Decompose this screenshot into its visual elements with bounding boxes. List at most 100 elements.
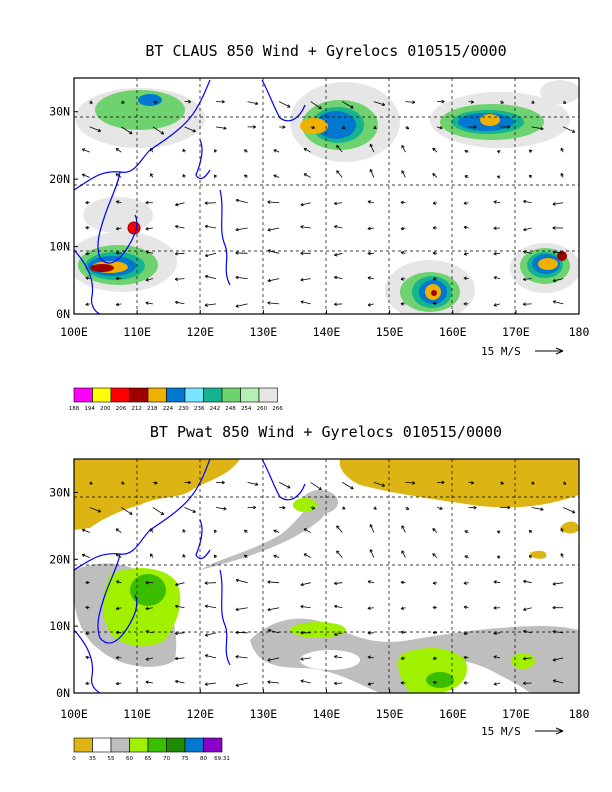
wind-vector [499,481,504,485]
wind-vector [273,529,280,533]
colorbar-label: 218 [147,406,158,412]
wind-vector [496,150,501,154]
wind-vector [184,507,196,513]
wind-vector [182,554,186,558]
wind-vector [174,679,185,684]
wind-vector [336,550,343,558]
wind-vector [401,170,406,178]
wind-vector [300,251,311,256]
wind-vector [89,507,102,513]
wind-vector [115,200,122,204]
wind-vector [405,506,410,510]
pwat-low-gold [74,459,579,559]
wind-vector [174,631,185,636]
wind-vector [464,175,469,179]
wind-vector [405,100,416,104]
wind-vector [367,580,374,584]
wind-vector [552,202,564,206]
wind-vector [400,200,406,205]
wind-vector [121,481,125,485]
colorbar-swatch [73,387,93,403]
wind-vectors-2 [81,480,576,687]
wind-vector [522,681,532,685]
x-tick-label: 110E [123,325,151,339]
wind-vector [432,630,437,635]
wind-vector [523,199,532,204]
wind-vector [342,101,354,109]
wind-vector [81,553,90,558]
wind-vector [563,126,576,133]
wind-vector [405,126,410,130]
wind-vector [496,530,501,534]
vector-reference-label-2: 15 M/S [481,725,521,738]
wind-vector [493,303,501,307]
y-ticks-1: 0N 10N 20N 30N [49,105,78,321]
y-ticks-2: 0N 10N 20N 30N [49,485,78,700]
wind-vector [432,553,438,558]
vector-reference-arrow-2 [535,727,564,735]
colorbar-label: 70 [163,756,170,762]
wind-vector [464,149,469,154]
wind-vector [432,251,437,255]
wind-vector [85,605,90,610]
wind-vector [552,629,564,634]
wind-vector [552,605,564,610]
wind-vector [204,604,217,609]
wind-vector [523,227,532,232]
colorbar-label: 224 [163,406,174,412]
wind-vector [367,631,374,635]
colorbar-swatch [184,737,204,753]
wind-vector [468,125,477,129]
y-tick-label: 10N [49,240,70,254]
colorbar-swatch [166,387,186,403]
wind-vector [267,249,280,254]
wind-vector [367,655,374,660]
wind-vector [531,126,544,131]
wind-vector [334,252,343,257]
wind-vector [243,529,248,534]
x-tick-label: 130E [250,325,278,339]
wind-vector [152,126,165,135]
wind-vector [436,99,445,104]
wind-vector [216,480,225,485]
wind-vector [214,529,218,533]
wind-vector [333,302,343,307]
wind-vector [145,657,154,661]
colorbar-swatch [129,737,149,753]
wind-vector [214,554,218,559]
wind-vector [204,274,217,279]
x-tick-label: 100E [60,325,88,339]
y-tick-label: 10N [49,619,70,633]
y-tick-label: 0N [56,307,70,321]
wind-vector [81,173,90,178]
wind-vector [300,277,311,282]
wind-vector [310,125,316,130]
wind-vector [184,480,192,485]
wind-vector [184,126,196,133]
wind-vector [342,125,346,129]
wind-vector [342,506,346,510]
wind-vector [115,302,122,307]
wind-vector [145,278,154,282]
wind-vector [247,482,259,486]
wind-vector [531,481,535,485]
wind-vector [182,174,186,178]
colorbar-label: 80 [200,756,207,762]
wind-vector [405,481,416,485]
wind-vector [204,303,217,307]
wind-vector [493,226,501,230]
wind-vector [235,198,248,204]
colorbar-swatch [203,387,223,403]
colorbar-label: 236 [194,406,205,412]
wind-vector [463,201,469,205]
wind-vector [145,606,153,611]
wind-vector [89,126,102,132]
wind-vector [334,225,343,229]
pwat-green [130,574,454,688]
wind-vector [115,226,122,231]
wind-vector [267,607,280,612]
wind-vector [152,507,165,515]
wind-vector [552,250,564,254]
wind-vector [560,147,564,153]
